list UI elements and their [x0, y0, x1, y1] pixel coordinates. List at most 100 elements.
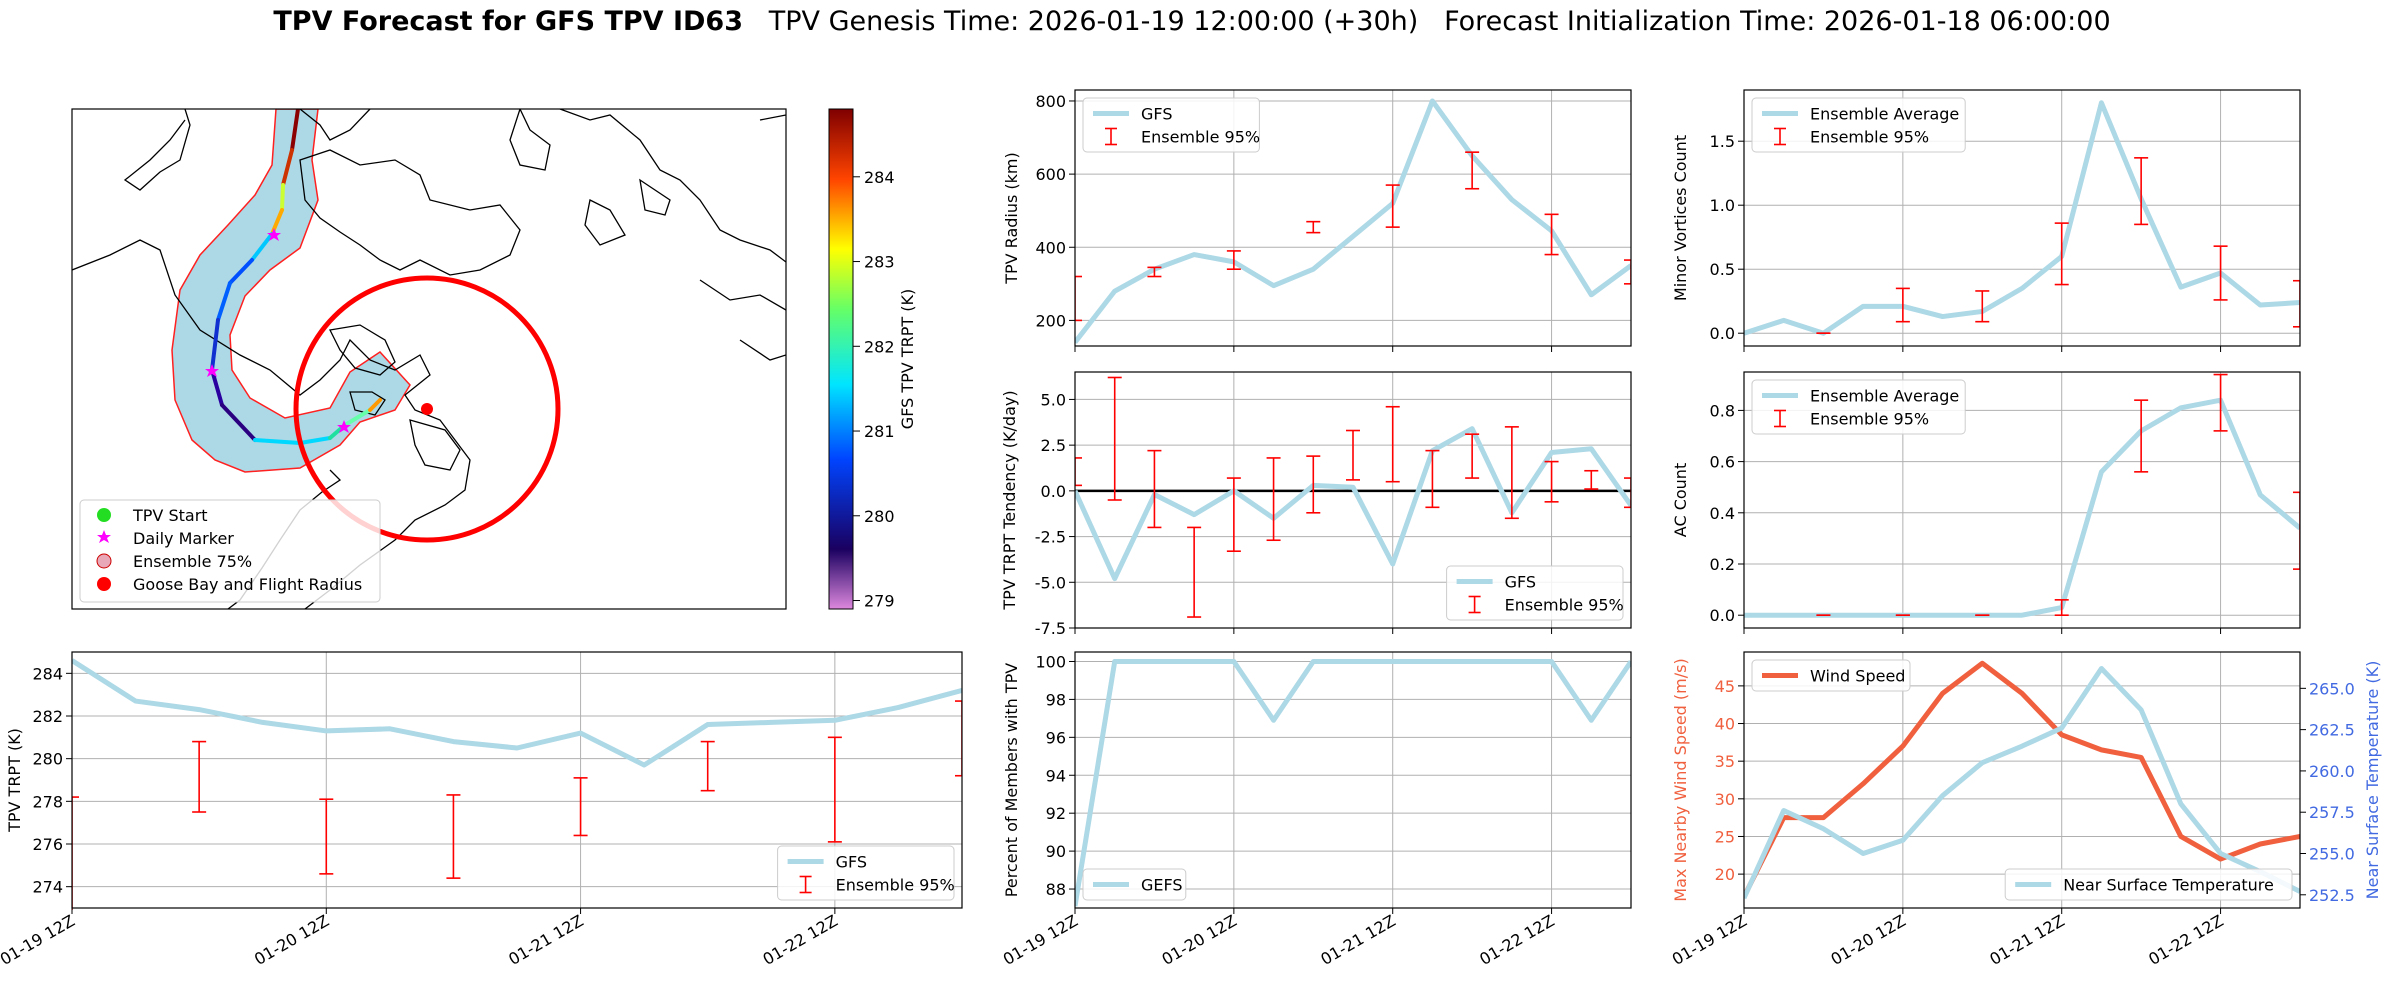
trpt-series-0-point-11 — [770, 721, 772, 723]
wind-ytick2-label-2: 257.5 — [2309, 803, 2355, 822]
wind-ylabel2: Near Surface Temperature (K) — [2363, 661, 2382, 900]
minor-ytick-label-2: 1.0 — [1710, 196, 1735, 215]
tendency-series-0-point-12 — [1551, 451, 1553, 453]
trpt-series-0-point-6 — [452, 741, 454, 743]
members-series-0-point-8 — [1392, 660, 1394, 662]
members-series-0-point-5 — [1273, 719, 1275, 721]
radius-panel: 200 400 600 800 TPV Radius (km) GFS Ensemble 9… — [1002, 89, 1632, 352]
ac-ytick-label-3: 0.6 — [1710, 453, 1735, 472]
trpt-ytick-label-3: 280 — [32, 750, 63, 769]
wind-ytick-label-3: 35 — [1715, 752, 1735, 771]
members-series-0-point-6 — [1312, 660, 1314, 662]
ac-data — [1744, 373, 2300, 618]
tendency-panel: -7.5 -5.0 -2.5 0.0 2.5 5.0 TPV TRPT Tendency (… — [1000, 371, 1632, 638]
ac-series-0-point-9 — [2100, 471, 2102, 473]
ac-frame — [1743, 371, 2301, 629]
minor-series-0-point-11 — [2180, 286, 2182, 288]
radius-ytick-label-1: 400 — [1035, 238, 1066, 257]
wind-xtick-label-3: 01-22 12Z — [2145, 911, 2226, 969]
members-series-0-point-12 — [1551, 660, 1553, 662]
tendency-ytick-label-2: -2.5 — [1035, 528, 1066, 547]
members-series-0-point-9 — [1431, 660, 1433, 662]
trpt-legend-0: GFS Ensemble 95% — [777, 845, 955, 901]
wind-series-0-point-4 — [1902, 745, 1904, 747]
tendency-series-0-point-10 — [1471, 428, 1473, 430]
wind-legend-box-0 — [1751, 659, 1911, 692]
legend-goose-icon — [97, 577, 111, 591]
wind-series-1-point-12 — [2220, 852, 2222, 854]
members-ylabel: Percent of Members with TPV — [1002, 663, 1021, 897]
wind-series-1-point-6 — [1981, 762, 1983, 764]
minor-ytick-label-0: 0.0 — [1710, 324, 1735, 343]
wind-series-1-point-9 — [2100, 668, 2102, 670]
tendency-ytick-label-0: -7.5 — [1035, 619, 1066, 638]
ac-series-0-point-5 — [1942, 614, 1944, 616]
ac-ytick-label-2: 0.4 — [1710, 504, 1735, 523]
trpt-legend-label-0-1: Ensemble 95% — [836, 876, 955, 895]
wind-series-0-point-9 — [2100, 749, 2102, 751]
ac-ytick-label-0: 0.0 — [1710, 606, 1735, 625]
radius-series-0-point-1 — [1114, 290, 1116, 292]
wind-series-1-point-11 — [2180, 803, 2182, 805]
radius-data — [1075, 98, 1631, 344]
minor-data — [1744, 100, 2300, 336]
wind-series-0-point-10 — [2140, 756, 2142, 758]
members-series-0-point-13 — [1590, 719, 1592, 721]
minor-series-0-point-1 — [1783, 319, 1785, 321]
tendency-data — [1075, 376, 1631, 618]
tendency-series-0-point-1 — [1114, 578, 1116, 580]
members-xtick-label-0: 01-19 12Z — [1000, 911, 1081, 969]
tendency-ytick-label-4: 2.5 — [1041, 436, 1066, 455]
wind-series-1-point-8 — [2061, 727, 2063, 729]
members-ytick-label-0: 88 — [1046, 880, 1066, 899]
tendency-series-0-point-13 — [1590, 448, 1592, 450]
ac-legend-0: Ensemble Average Ensemble 95% — [1751, 379, 1966, 435]
members-xtick-label-1: 01-20 12Z — [1159, 911, 1240, 969]
ac-ytick-label-4: 0.8 — [1710, 401, 1735, 420]
radius-legend-0: GFS Ensemble 95% — [1082, 97, 1260, 153]
members-series-0-point-10 — [1471, 660, 1473, 662]
trpt-series-0-point-13 — [897, 706, 899, 708]
trpt-series-0-point-5 — [389, 728, 391, 730]
members-panel: 88 90 92 94 96 98 100 01-19 12Z 01-20 12Z 01-21 1… — [1000, 651, 1632, 969]
wind-legend-1: Near Surface Temperature — [2004, 868, 2293, 901]
radius-series-0-point-7 — [1352, 235, 1354, 237]
minor-legend-0: Ensemble Average Ensemble 95% — [1751, 97, 1966, 153]
wind-series-0-point-2 — [1822, 817, 1824, 819]
tendency-legend-label-0-1: Ensemble 95% — [1505, 596, 1624, 615]
minor-ytick-label-1: 0.5 — [1710, 260, 1735, 279]
radius-series-0-point-9 — [1431, 100, 1433, 102]
trpt-ytick-label-2: 278 — [32, 792, 63, 811]
trpt-xtick-label-1: 01-20 12Z — [251, 911, 332, 969]
minor-legend-label-0-1: Ensemble 95% — [1810, 128, 1929, 147]
members-legend-label-0-0: GEFS — [1141, 876, 1183, 895]
flight-radius-circle — [293, 275, 561, 543]
wind-ytick-label-0: 20 — [1715, 865, 1735, 884]
wind-series-0-point-1 — [1783, 817, 1785, 819]
ac-series-0-point-13 — [2259, 494, 2261, 496]
wind-series-1-point-2 — [1822, 828, 1824, 830]
ac-legend-box-0 — [1751, 379, 1966, 435]
figure-title: TPV Forecast for GFS TPV ID63 TPV Genesi… — [0, 6, 2384, 37]
wind-ytick2-label-3: 260.0 — [2309, 762, 2355, 781]
radius-series-0-point-3 — [1193, 254, 1195, 256]
trpt-series-0-point-12 — [834, 719, 836, 721]
wind-ytick-label-4: 40 — [1715, 715, 1735, 734]
map-legend-box — [79, 499, 381, 603]
tendency-ytick-label-5: 5.0 — [1041, 390, 1066, 409]
members-xtick-label-3: 01-22 12Z — [1476, 911, 1557, 969]
colorbar-tick-label-4: 283 — [864, 253, 895, 272]
wind-panel: 20 25 30 35 40 45 252.5 255.0 257.5 260.0 262.5 265… — [1669, 651, 2382, 969]
members-ytick-label-4: 96 — [1046, 728, 1066, 747]
members-series-0-point-3 — [1193, 660, 1195, 662]
members-ytick-label-5: 98 — [1046, 690, 1066, 709]
legend-ensemble-icon — [96, 553, 112, 569]
radius-series-0-point-5 — [1273, 285, 1275, 287]
init-time: Forecast Initialization Time: 2026-01-18… — [1444, 6, 2111, 37]
radius-ytick-label-3: 800 — [1035, 92, 1066, 111]
radius-series-0-point-11 — [1511, 199, 1513, 201]
wind-series-0-point-6 — [1981, 662, 1983, 664]
radius-ylabel: TPV Radius (km) — [1002, 152, 1021, 285]
minor-ylabel: Minor Vortices Count — [1671, 135, 1690, 301]
radius-legend-label-0-0: GFS — [1141, 105, 1172, 124]
